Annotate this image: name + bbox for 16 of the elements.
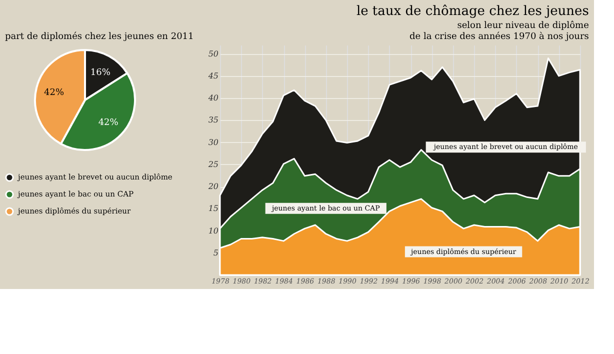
data-label: 16% xyxy=(90,68,111,78)
y-tick-label: 30 xyxy=(208,138,218,147)
y-tick-label: 15 xyxy=(208,204,218,214)
chart-subtitle: selon leur niveau de diplôme de la crise des années 1970 à nos jours xyxy=(410,20,590,42)
data-label: 42% xyxy=(98,118,119,128)
y-tick-label: 25 xyxy=(207,160,218,169)
chart-title: le taux de chômage chez les jeunes xyxy=(356,4,589,19)
y-tick-label: 5 xyxy=(213,248,218,258)
y-tick-label: 10 xyxy=(208,226,218,236)
y-tick-label: 45 xyxy=(207,71,218,80)
data-label: 42% xyxy=(44,88,64,98)
y-tick-label: 40 xyxy=(207,94,218,103)
y-tick-label: 50 xyxy=(208,49,218,58)
chart-title: part de diplomés chez les jeunes en 2011 xyxy=(5,31,194,42)
y-tick-label: 35 xyxy=(208,116,218,125)
y-tick-label: 20 xyxy=(207,182,218,192)
